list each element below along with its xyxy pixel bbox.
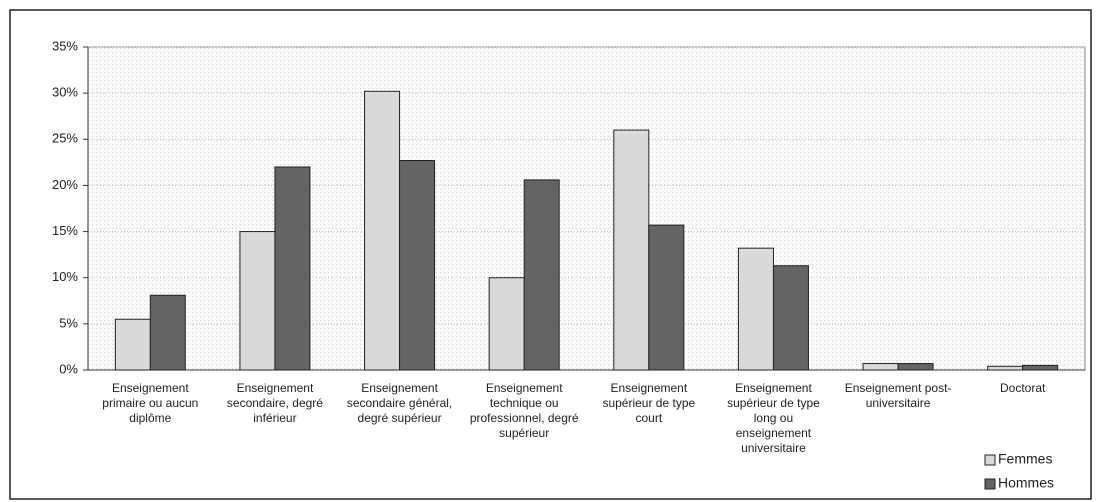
bar [613, 129, 650, 371]
y-tick-label: 30% [52, 85, 78, 100]
bar [399, 160, 436, 371]
x-tick-label: Enseignement primaire ou aucun diplôme [102, 381, 199, 425]
bar [648, 224, 685, 371]
legend-swatch [984, 478, 996, 490]
bar [987, 365, 1024, 371]
bar [897, 363, 934, 371]
x-tick-label: Doctorat [1000, 381, 1046, 395]
y-tick-label: 10% [52, 269, 78, 284]
y-tick-label: 15% [52, 223, 78, 238]
y-tick-label: 20% [52, 177, 78, 192]
bar [737, 247, 774, 371]
x-tick-label: Enseignement supérieur de type long ou e… [727, 381, 820, 455]
bar [274, 166, 311, 371]
legend-label: Hommes [998, 475, 1054, 491]
y-tick-label: 25% [52, 131, 78, 146]
x-tick-label: Enseignement secondaire général, degré s… [346, 381, 453, 425]
bar [364, 90, 401, 371]
bar [862, 363, 899, 371]
bar [149, 294, 186, 371]
x-tick-label: Enseignement supérieur de type court [602, 381, 696, 425]
bar [114, 318, 151, 371]
x-tick-label: Enseignement post-universitaire [844, 381, 952, 410]
y-tick-label: 5% [59, 315, 78, 330]
legend-label: Femmes [998, 451, 1052, 467]
bar [488, 277, 525, 371]
x-tick-label: Enseignement technique ou professionnel,… [469, 381, 579, 440]
x-tick-label: Enseignement secondaire, degré inférieur [226, 381, 323, 425]
frame [9, 9, 1092, 500]
bar [1022, 364, 1059, 371]
y-tick-label: 35% [52, 38, 78, 53]
bar [239, 231, 276, 371]
plot-area [87, 46, 1086, 371]
legend-swatch [984, 454, 996, 466]
bar [772, 265, 809, 371]
y-tick-label: 0% [59, 361, 78, 376]
bar [523, 179, 560, 371]
